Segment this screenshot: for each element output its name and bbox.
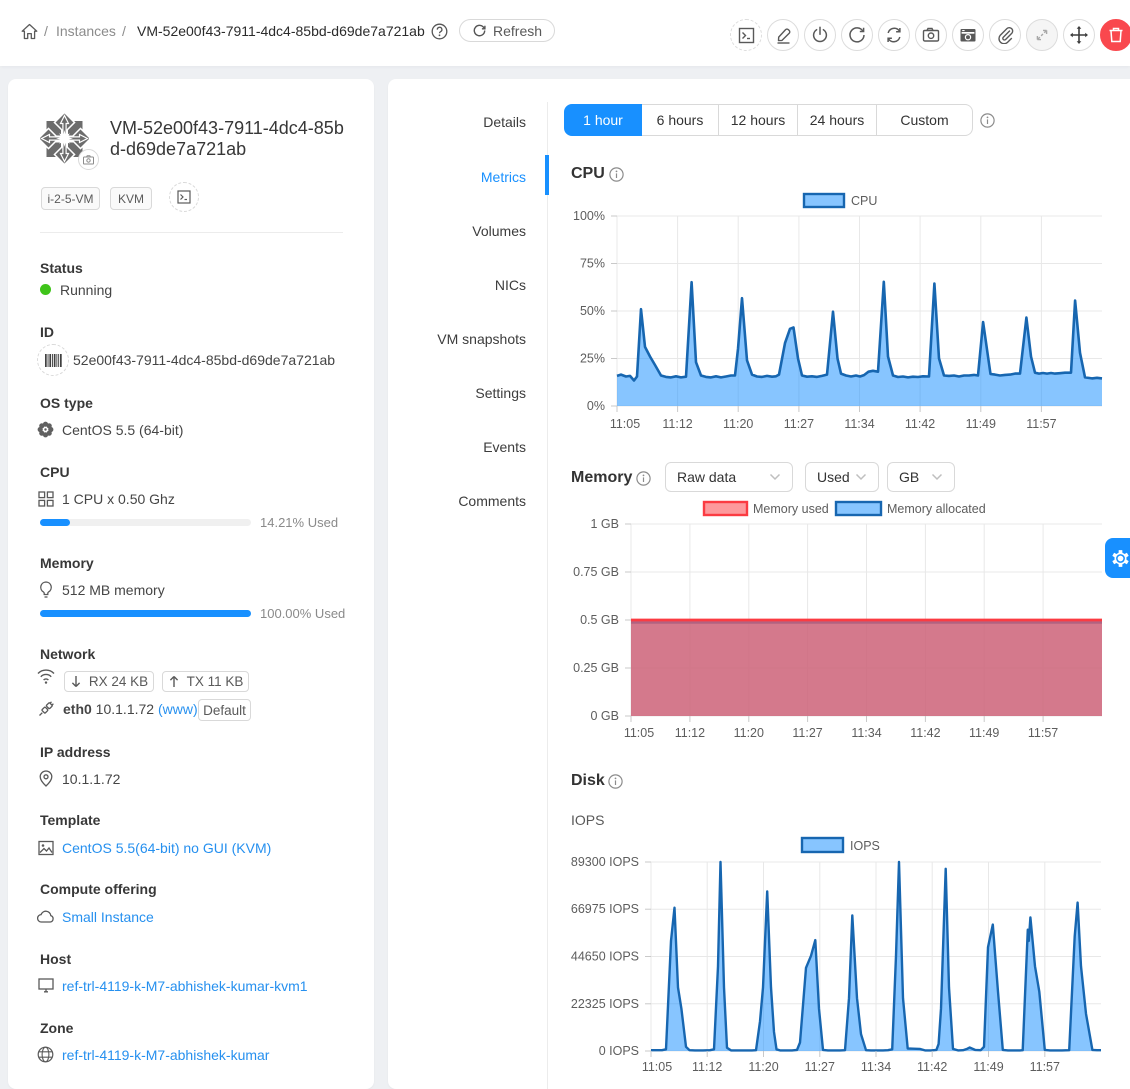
svg-text:22325 IOPS: 22325 IOPS <box>571 997 639 1011</box>
svg-text:11:05: 11:05 <box>642 1060 672 1074</box>
svg-text:0 IOPS: 0 IOPS <box>599 1044 639 1058</box>
svg-text:11:05: 11:05 <box>610 417 640 431</box>
svg-text:11:12: 11:12 <box>692 1060 722 1074</box>
svg-text:CPU: CPU <box>851 194 877 208</box>
svg-text:1 GB: 1 GB <box>591 517 620 531</box>
svg-text:0 GB: 0 GB <box>591 709 620 723</box>
svg-text:11:34: 11:34 <box>861 1060 891 1074</box>
svg-text:11:57: 11:57 <box>1026 417 1056 431</box>
svg-text:IOPS: IOPS <box>850 839 880 853</box>
svg-text:11:49: 11:49 <box>973 1060 1003 1074</box>
svg-text:11:34: 11:34 <box>851 726 881 740</box>
svg-text:11:27: 11:27 <box>805 1060 835 1074</box>
svg-text:11:42: 11:42 <box>905 417 935 431</box>
svg-text:0.75 GB: 0.75 GB <box>573 565 619 579</box>
svg-text:11:05: 11:05 <box>624 726 654 740</box>
svg-text:0.25 GB: 0.25 GB <box>573 661 619 675</box>
svg-text:0%: 0% <box>587 399 605 413</box>
svg-text:11:49: 11:49 <box>969 726 999 740</box>
svg-text:11:12: 11:12 <box>675 726 705 740</box>
svg-text:11:20: 11:20 <box>723 417 753 431</box>
svg-text:11:42: 11:42 <box>917 1060 947 1074</box>
svg-text:11:57: 11:57 <box>1030 1060 1060 1074</box>
svg-text:89300 IOPS: 89300 IOPS <box>571 855 639 869</box>
svg-text:11:20: 11:20 <box>748 1060 778 1074</box>
svg-text:Memory allocated: Memory allocated <box>887 502 986 516</box>
svg-text:11:49: 11:49 <box>966 417 996 431</box>
svg-text:11:27: 11:27 <box>792 726 822 740</box>
svg-text:11:42: 11:42 <box>910 726 940 740</box>
svg-text:11:20: 11:20 <box>734 726 764 740</box>
svg-text:Memory used: Memory used <box>753 502 829 516</box>
svg-text:11:57: 11:57 <box>1028 726 1058 740</box>
svg-text:66975 IOPS: 66975 IOPS <box>571 902 639 916</box>
svg-text:11:34: 11:34 <box>844 417 874 431</box>
svg-text:25%: 25% <box>580 352 605 366</box>
svg-text:75%: 75% <box>580 257 605 271</box>
svg-text:44650 IOPS: 44650 IOPS <box>571 950 639 964</box>
svg-text:100%: 100% <box>573 209 605 223</box>
svg-text:11:12: 11:12 <box>662 417 692 431</box>
svg-text:0.5 GB: 0.5 GB <box>580 613 619 627</box>
svg-text:50%: 50% <box>580 304 605 318</box>
svg-text:11:27: 11:27 <box>784 417 814 431</box>
